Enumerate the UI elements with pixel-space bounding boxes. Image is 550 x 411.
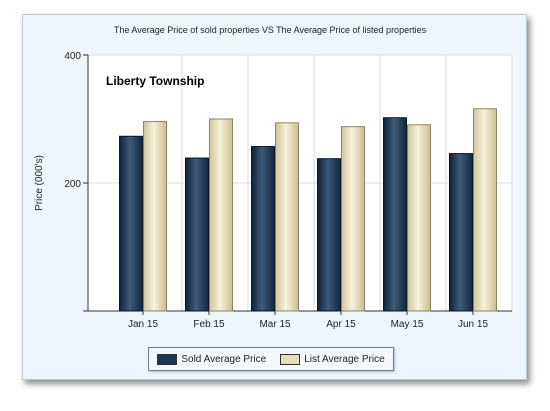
bar-list	[407, 124, 431, 312]
y-axis-label: Price (000's)	[34, 155, 45, 211]
bar-sold	[119, 135, 143, 312]
legend-item-sold: Sold Average Price	[157, 353, 267, 365]
x-tick-label: Feb 15	[193, 319, 225, 330]
bar-sold	[449, 153, 473, 312]
legend-label-sold: Sold Average Price	[181, 353, 267, 365]
y-tick-label: 400	[64, 51, 81, 62]
legend-item-list: List Average Price	[280, 353, 385, 365]
plot-area: 200 400 Jan 15 Feb 15 Mar 15 Apr 15 May 15 Jun …	[64, 51, 513, 330]
bar-list	[473, 108, 497, 312]
bar-sold	[317, 158, 341, 312]
legend-label-list: List Average Price	[304, 353, 385, 365]
x-tick-label: Jan 15	[128, 319, 158, 330]
bar-sold	[383, 117, 407, 312]
y-tick-label: 200	[64, 179, 81, 190]
x-tick-label: Jun 15	[458, 319, 488, 330]
bar-list	[143, 121, 167, 312]
x-tick-label: May 15	[391, 319, 424, 330]
chart-title: The Average Price of sold properties VS …	[114, 25, 427, 35]
legend-swatch-list	[280, 353, 301, 365]
x-tick-label: Apr 15	[326, 319, 356, 330]
legend-swatch-sold	[157, 353, 178, 365]
chart-annotation: Liberty Township	[106, 74, 204, 88]
x-tick-label: Mar 15	[259, 319, 291, 330]
bar-sold	[251, 146, 275, 312]
bar-list	[341, 126, 365, 312]
bar-sold	[185, 157, 209, 312]
bar-list	[275, 122, 299, 312]
bar-list	[209, 118, 233, 312]
chart-legend: Sold Average Price List Average Price	[148, 347, 394, 371]
